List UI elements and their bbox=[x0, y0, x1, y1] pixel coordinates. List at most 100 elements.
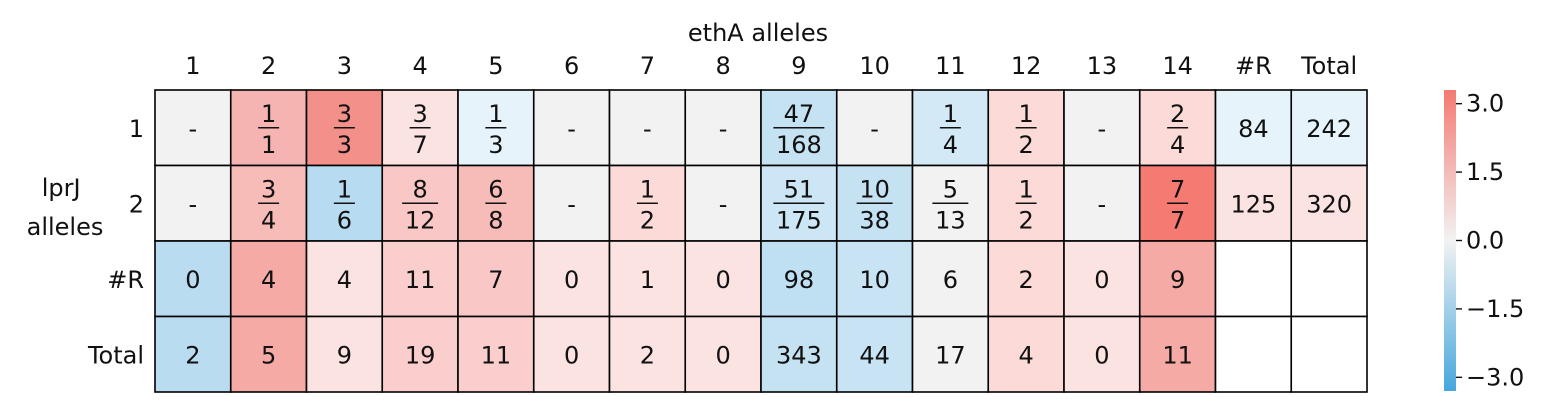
heatmap-cell bbox=[1290, 89, 1368, 167]
cell-numerator: 7 bbox=[1170, 175, 1185, 203]
column-label: 3 bbox=[337, 52, 352, 80]
cell-value: - bbox=[719, 190, 728, 218]
cell-value: 19 bbox=[405, 341, 436, 369]
column-label: 13 bbox=[1087, 52, 1118, 80]
cell-value: 0 bbox=[1094, 266, 1109, 294]
column-label: 1 bbox=[185, 52, 200, 80]
column-label: 14 bbox=[1162, 52, 1193, 80]
heatmap-cell bbox=[532, 315, 611, 393]
cell-numerator: 1 bbox=[261, 100, 276, 128]
cell-denominator: 1 bbox=[261, 131, 276, 159]
cell-numerator: 1 bbox=[1018, 100, 1033, 128]
heatmap-cell bbox=[1214, 315, 1293, 393]
y-axis-label-line-1: lprJ bbox=[42, 174, 81, 202]
cell-numerator: 8 bbox=[412, 175, 427, 203]
heatmap-cell bbox=[1138, 240, 1217, 318]
cell-denominator: 168 bbox=[776, 131, 822, 159]
colorbar-gradient bbox=[1444, 90, 1456, 391]
heatmap-cell bbox=[532, 240, 611, 318]
cell-value: 84 bbox=[1238, 115, 1269, 143]
cell-denominator: 12 bbox=[405, 206, 436, 234]
heatmap-cell bbox=[1290, 164, 1368, 242]
y-axis-label: lprJ alleles bbox=[27, 174, 104, 241]
column-label: 11 bbox=[935, 52, 966, 80]
cell-value: 4 bbox=[337, 266, 352, 294]
cell-denominator: 4 bbox=[943, 131, 958, 159]
heatmap-cell bbox=[1214, 89, 1293, 167]
colorbar-tick-label: −1.5 bbox=[1466, 295, 1524, 323]
row-label: Total bbox=[87, 341, 144, 369]
cell-value: 11 bbox=[1162, 341, 1193, 369]
cell-denominator: 3 bbox=[488, 131, 503, 159]
cell-numerator: 1 bbox=[943, 100, 958, 128]
row-label: #R bbox=[107, 266, 144, 294]
cell-value: 4 bbox=[1018, 341, 1033, 369]
cell-value: 6 bbox=[943, 266, 958, 294]
heatmap-cell bbox=[835, 240, 914, 318]
cell-value: 2 bbox=[640, 341, 655, 369]
cell-value: - bbox=[643, 115, 652, 143]
cell-numerator: 1 bbox=[337, 175, 352, 203]
heatmap-cell bbox=[1138, 315, 1217, 393]
cell-value: 125 bbox=[1230, 190, 1276, 218]
cell-numerator: 1 bbox=[488, 100, 503, 128]
colorbar-ticks: 3.0 1.5 0.0 −1.5 −3.0 bbox=[1456, 90, 1524, 391]
heatmap-cell bbox=[381, 240, 459, 318]
y-axis-label-line-2: alleles bbox=[27, 213, 104, 241]
cell-denominator: 4 bbox=[261, 206, 276, 234]
cell-value: - bbox=[189, 115, 198, 143]
heatmap-cell bbox=[608, 240, 687, 318]
row-label: 1 bbox=[129, 115, 144, 143]
cell-value: 10 bbox=[859, 266, 890, 294]
cell-denominator: 7 bbox=[1170, 206, 1185, 234]
cell-numerator: 2 bbox=[1170, 100, 1185, 128]
heatmap-cell bbox=[760, 315, 838, 393]
cell-numerator: 47 bbox=[784, 100, 815, 128]
cell-denominator: 175 bbox=[776, 206, 822, 234]
cell-value: - bbox=[567, 115, 576, 143]
cell-value: - bbox=[1098, 115, 1107, 143]
colorbar-tick-label: 3.0 bbox=[1466, 90, 1504, 118]
column-label: 2 bbox=[261, 52, 276, 80]
cell-value: 320 bbox=[1306, 190, 1352, 218]
cell-numerator: 51 bbox=[784, 175, 815, 203]
heatmap-cell bbox=[457, 315, 535, 393]
column-label: 5 bbox=[488, 52, 503, 80]
cell-numerator: 6 bbox=[488, 175, 503, 203]
heatmap-cell bbox=[684, 164, 762, 242]
cell-value: 0 bbox=[185, 266, 200, 294]
cell-numerator: 3 bbox=[412, 100, 427, 128]
colorbar: 3.0 1.5 0.0 −1.5 −3.0 bbox=[1444, 90, 1524, 391]
cell-value: 9 bbox=[1170, 266, 1185, 294]
heatmap-cell bbox=[1214, 164, 1293, 242]
heatmap-cell bbox=[684, 240, 762, 318]
cell-value: 0 bbox=[564, 266, 579, 294]
column-label: 8 bbox=[715, 52, 730, 80]
cell-value: 0 bbox=[715, 266, 730, 294]
cell-value: 1 bbox=[640, 266, 655, 294]
cell-denominator: 8 bbox=[488, 206, 503, 234]
cell-denominator: 38 bbox=[859, 206, 890, 234]
cell-value: 242 bbox=[1306, 115, 1352, 143]
cell-value: - bbox=[567, 190, 576, 218]
heatmap-cell bbox=[532, 164, 611, 242]
heatmap-cell bbox=[381, 315, 459, 393]
heatmap-cell bbox=[305, 315, 384, 393]
cell-value: 44 bbox=[859, 341, 890, 369]
heatmap-cell bbox=[1063, 240, 1141, 318]
cell-denominator: 13 bbox=[935, 206, 966, 234]
heatmap-cell bbox=[987, 89, 1065, 167]
cell-numerator: 3 bbox=[337, 100, 352, 128]
cell-value: 0 bbox=[564, 341, 579, 369]
column-tick-labels: 1 2 3 4 5 6 7 8 9 10 11 12 13 14 #R Total bbox=[185, 52, 1357, 80]
cell-value: 0 bbox=[715, 341, 730, 369]
cell-value: - bbox=[1098, 190, 1107, 218]
column-label: 12 bbox=[1011, 52, 1042, 80]
heatmap-cell bbox=[532, 89, 611, 167]
column-label: 4 bbox=[412, 52, 427, 80]
cell-value: - bbox=[719, 115, 728, 143]
cell-value: 7 bbox=[488, 266, 503, 294]
row-label: 2 bbox=[129, 190, 144, 218]
column-label: #R bbox=[1235, 52, 1272, 80]
